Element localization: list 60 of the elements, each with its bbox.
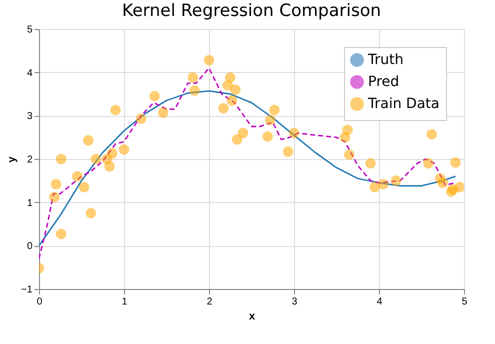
point [378, 178, 388, 190]
point [90, 154, 102, 164]
x-tick-label: 1 [122, 296, 128, 308]
point [264, 114, 276, 126]
point [56, 154, 66, 164]
point [225, 72, 236, 83]
point [78, 182, 90, 192]
point [86, 208, 96, 218]
x-tick-label: 2 [206, 296, 213, 308]
x-tick-label: 5 [462, 296, 468, 308]
point [454, 182, 464, 192]
point [423, 158, 434, 169]
point [158, 107, 168, 118]
point [226, 95, 238, 106]
point [426, 129, 437, 140]
y-tick-label: 0 [26, 241, 33, 252]
y-tick-label: 3 [26, 111, 33, 122]
point [288, 128, 300, 138]
y-tick-label: 2 [26, 154, 33, 166]
point [106, 148, 118, 159]
point [136, 113, 146, 124]
point [218, 103, 229, 114]
point [269, 104, 280, 116]
point [56, 228, 66, 240]
point [230, 84, 241, 95]
legend-label: Truth [367, 52, 404, 68]
point [204, 54, 214, 66]
x-tick-label: 0 [36, 296, 43, 308]
point [83, 135, 94, 146]
point [232, 134, 242, 145]
y-axis-title: y [6, 156, 18, 163]
point [110, 104, 121, 116]
point [238, 128, 248, 138]
x-axis-title: x [248, 310, 256, 322]
point [72, 171, 82, 182]
point [104, 161, 115, 172]
point [262, 131, 273, 142]
point [188, 72, 198, 83]
point [50, 178, 62, 190]
point [189, 85, 200, 96]
x-tick-label: 3 [292, 296, 298, 308]
point [450, 157, 461, 168]
y-tick-label: 4 [26, 68, 33, 79]
point [365, 158, 376, 169]
point [370, 182, 380, 192]
point [438, 178, 448, 188]
point [390, 175, 402, 186]
chart-title: Kernel Regression Comparison [122, 1, 381, 21]
legend-label: Train Data [367, 96, 440, 112]
point [282, 146, 294, 157]
point [149, 90, 160, 102]
point [344, 149, 354, 160]
point [49, 192, 60, 202]
point [342, 124, 353, 136]
point [118, 144, 130, 155]
legend-label: Pred [368, 74, 400, 90]
y-tick-label: −1 [21, 284, 33, 296]
x-tick-label: 4 [376, 296, 383, 308]
y-tick-label: 1 [26, 198, 33, 209]
y-tick-label: 5 [26, 24, 33, 36]
